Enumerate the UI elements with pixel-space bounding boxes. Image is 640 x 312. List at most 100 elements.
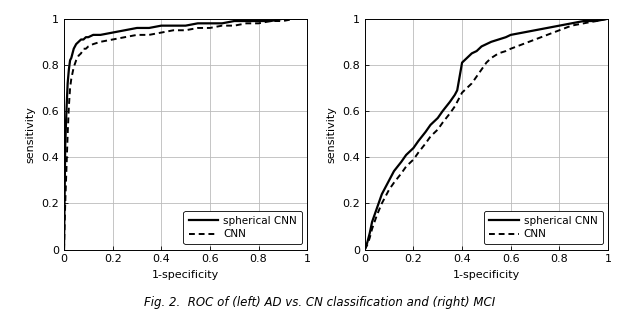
spherical CNN bbox=[230, 19, 238, 23]
spherical CNN bbox=[592, 19, 600, 23]
CNN bbox=[303, 17, 311, 21]
spherical CNN bbox=[502, 35, 509, 39]
Text: Fig. 2.  ROC of (left) AD vs. CN classification and (right) MCI: Fig. 2. ROC of (left) AD vs. CN classifi… bbox=[145, 296, 495, 309]
CNN bbox=[63, 167, 70, 171]
spherical CNN bbox=[65, 68, 73, 71]
spherical CNN bbox=[473, 49, 481, 53]
spherical CNN bbox=[170, 24, 177, 27]
spherical CNN bbox=[556, 24, 563, 27]
spherical CNN bbox=[279, 17, 287, 21]
spherical CNN bbox=[90, 33, 97, 37]
spherical CNN bbox=[397, 160, 405, 164]
spherical CNN bbox=[434, 116, 442, 120]
CNN bbox=[67, 77, 75, 80]
spherical CNN bbox=[70, 47, 77, 51]
spherical CNN bbox=[291, 17, 299, 21]
spherical CNN bbox=[483, 42, 490, 46]
spherical CNN bbox=[194, 22, 202, 25]
CNN bbox=[453, 100, 461, 104]
CNN bbox=[361, 248, 369, 251]
CNN bbox=[422, 142, 429, 145]
CNN bbox=[368, 227, 376, 231]
CNN bbox=[488, 56, 495, 60]
CNN bbox=[427, 134, 435, 138]
spherical CNN bbox=[255, 19, 262, 23]
spherical CNN bbox=[378, 192, 386, 196]
CNN bbox=[568, 24, 575, 27]
spherical CNN bbox=[531, 28, 539, 32]
CNN bbox=[109, 38, 116, 41]
CNN bbox=[60, 248, 68, 251]
spherical CNN bbox=[157, 24, 165, 27]
spherical CNN bbox=[488, 40, 495, 44]
CNN bbox=[385, 188, 393, 192]
Y-axis label: sensitivity: sensitivity bbox=[326, 106, 337, 163]
CNN bbox=[121, 35, 129, 39]
CNN bbox=[495, 51, 502, 55]
spherical CNN bbox=[63, 109, 70, 113]
CNN bbox=[458, 91, 466, 95]
CNN bbox=[415, 151, 422, 154]
CNN bbox=[390, 181, 398, 184]
CNN bbox=[90, 42, 97, 46]
spherical CNN bbox=[366, 232, 374, 235]
spherical CNN bbox=[67, 56, 75, 60]
spherical CNN bbox=[385, 178, 393, 182]
CNN bbox=[580, 22, 588, 25]
Line: spherical CNN: spherical CNN bbox=[365, 19, 608, 250]
Legend: spherical CNN, CNN: spherical CNN, CNN bbox=[184, 211, 302, 244]
spherical CNN bbox=[453, 88, 461, 92]
spherical CNN bbox=[133, 26, 141, 30]
spherical CNN bbox=[373, 206, 381, 210]
spherical CNN bbox=[75, 40, 83, 44]
CNN bbox=[378, 202, 386, 205]
spherical CNN bbox=[403, 153, 410, 157]
spherical CNN bbox=[468, 51, 476, 55]
CNN bbox=[483, 61, 490, 65]
spherical CNN bbox=[77, 38, 85, 41]
CNN bbox=[397, 172, 405, 175]
CNN bbox=[206, 26, 214, 30]
CNN bbox=[279, 19, 287, 23]
spherical CNN bbox=[451, 93, 459, 97]
spherical CNN bbox=[67, 58, 74, 62]
spherical CNN bbox=[60, 248, 68, 251]
CNN bbox=[170, 28, 177, 32]
CNN bbox=[592, 19, 600, 23]
X-axis label: 1-specificity: 1-specificity bbox=[152, 270, 220, 280]
spherical CNN bbox=[580, 19, 588, 23]
spherical CNN bbox=[84, 35, 92, 39]
spherical CNN bbox=[477, 45, 485, 48]
X-axis label: 1-specificity: 1-specificity bbox=[452, 270, 520, 280]
CNN bbox=[291, 17, 299, 21]
spherical CNN bbox=[182, 24, 189, 27]
spherical CNN bbox=[439, 109, 447, 113]
CNN bbox=[366, 236, 374, 240]
spherical CNN bbox=[415, 139, 422, 143]
Line: CNN: CNN bbox=[64, 19, 307, 250]
spherical CNN bbox=[604, 17, 612, 21]
spherical CNN bbox=[72, 42, 80, 46]
spherical CNN bbox=[390, 169, 398, 173]
CNN bbox=[230, 24, 238, 27]
CNN bbox=[434, 128, 442, 131]
spherical CNN bbox=[61, 144, 69, 148]
Y-axis label: sensitivity: sensitivity bbox=[26, 106, 36, 163]
CNN bbox=[133, 33, 141, 37]
CNN bbox=[373, 213, 381, 217]
CNN bbox=[463, 86, 471, 90]
spherical CNN bbox=[458, 61, 466, 65]
CNN bbox=[531, 38, 539, 41]
CNN bbox=[439, 121, 447, 124]
CNN bbox=[267, 19, 275, 23]
CNN bbox=[70, 65, 77, 69]
CNN bbox=[145, 33, 153, 37]
spherical CNN bbox=[303, 17, 311, 21]
spherical CNN bbox=[368, 220, 376, 224]
CNN bbox=[157, 31, 165, 34]
CNN bbox=[507, 47, 515, 51]
spherical CNN bbox=[218, 22, 226, 25]
spherical CNN bbox=[422, 130, 429, 134]
spherical CNN bbox=[427, 123, 435, 127]
spherical CNN bbox=[463, 56, 471, 60]
